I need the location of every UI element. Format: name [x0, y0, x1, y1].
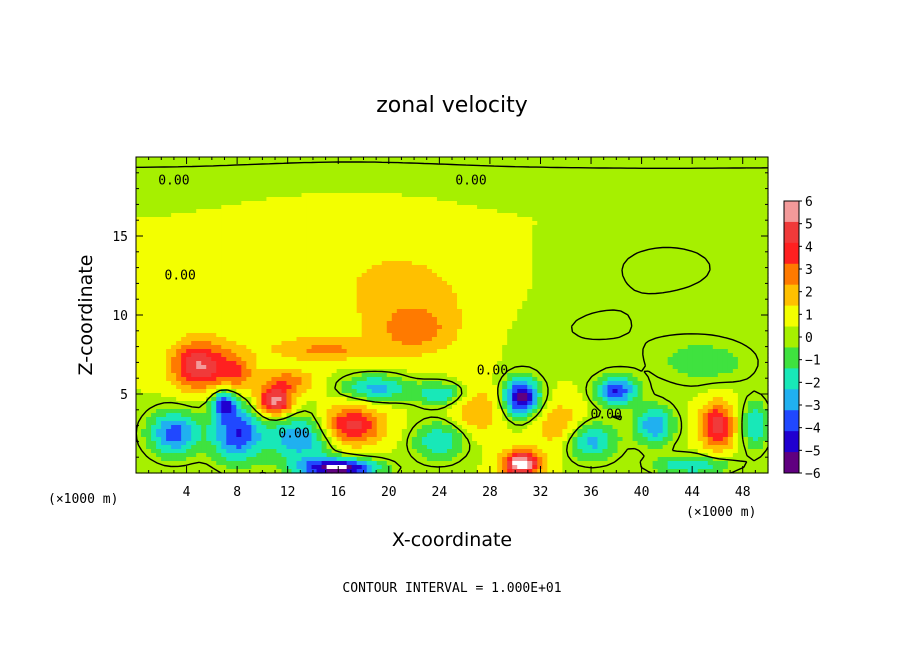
colorbar-swatch	[784, 242, 799, 265]
x-tick-label: 8	[233, 485, 241, 500]
x-tick-label: 24	[432, 485, 448, 500]
contour-label: 0.00	[455, 174, 486, 189]
colorbar-label: −3	[805, 399, 821, 414]
colorbar-swatch	[784, 263, 799, 286]
y-axis-title: Z-coordinate	[75, 255, 97, 376]
colorbar-label: −2	[805, 376, 821, 391]
colorbar-label: 3	[805, 263, 813, 278]
colorbar-swatch	[784, 389, 799, 411]
colorbar-label: 4	[805, 240, 813, 255]
colorbar-label: 1	[805, 308, 813, 323]
contour-interval-footer: CONTOUR INTERVAL = 1.000E+01	[342, 581, 561, 596]
colorbar: 6 5 4 3 2 1 0 −1 −2 −3 −4 −5 −6	[783, 195, 821, 482]
colorbar-label: −5	[805, 444, 821, 459]
colorbar-label: 0	[805, 331, 813, 346]
x-tick-label: 40	[634, 485, 650, 500]
colorbar-swatch	[784, 221, 799, 244]
contour-labels: 0.00 0.00 0.00 0.00 0.00 0.00	[158, 174, 622, 442]
colorbar-label: 5	[805, 218, 813, 233]
colorbar-swatch	[784, 201, 799, 223]
y-tick-label: 10	[112, 309, 128, 324]
contour-label: 0.00	[477, 363, 508, 378]
heatmap-field	[136, 157, 769, 474]
colorbar-swatch	[784, 368, 799, 390]
contour-label: 0.00	[278, 427, 309, 442]
x-tick-label: 48	[735, 485, 751, 500]
x-tick-label: 4	[183, 485, 191, 500]
colorbar-swatch	[784, 431, 799, 453]
y-tick-label: 5	[120, 388, 128, 403]
contour-label: 0.00	[591, 408, 622, 423]
colorbar-label: −4	[805, 422, 821, 437]
contour-label: 0.00	[165, 269, 196, 284]
x-tick-label: 32	[533, 485, 549, 500]
x-axis-title: X-coordinate	[392, 529, 512, 551]
chart-title: zonal velocity	[376, 93, 528, 118]
colorbar-label: −1	[805, 354, 821, 369]
x-tick-label: 16	[330, 485, 346, 500]
contour-label: 0.00	[158, 174, 189, 189]
zero-contour-line	[135, 161, 769, 474]
colorbar-swatch	[784, 452, 799, 474]
x-tick-label: 44	[684, 485, 700, 500]
colorbar-label: −6	[805, 467, 821, 482]
zero-contours	[135, 161, 769, 474]
x-tick-label: 20	[381, 485, 397, 500]
colorbar-swatch	[784, 347, 799, 369]
x-unit-label-right: (×1000 m)	[686, 505, 756, 520]
x-unit-label-left: (×1000 m)	[48, 492, 118, 507]
colorbar-label: 2	[805, 286, 813, 301]
colorbar-label: 6	[805, 195, 813, 210]
colorbar-swatch	[784, 326, 799, 348]
x-tick-label: 36	[583, 485, 599, 500]
y-tick-label: 15	[112, 230, 128, 245]
x-tick-label: 28	[482, 485, 498, 500]
colorbar-swatch	[784, 410, 799, 432]
colorbar-swatch	[784, 284, 799, 307]
x-tick-label: 12	[280, 485, 296, 500]
colorbar-swatch	[784, 305, 799, 328]
